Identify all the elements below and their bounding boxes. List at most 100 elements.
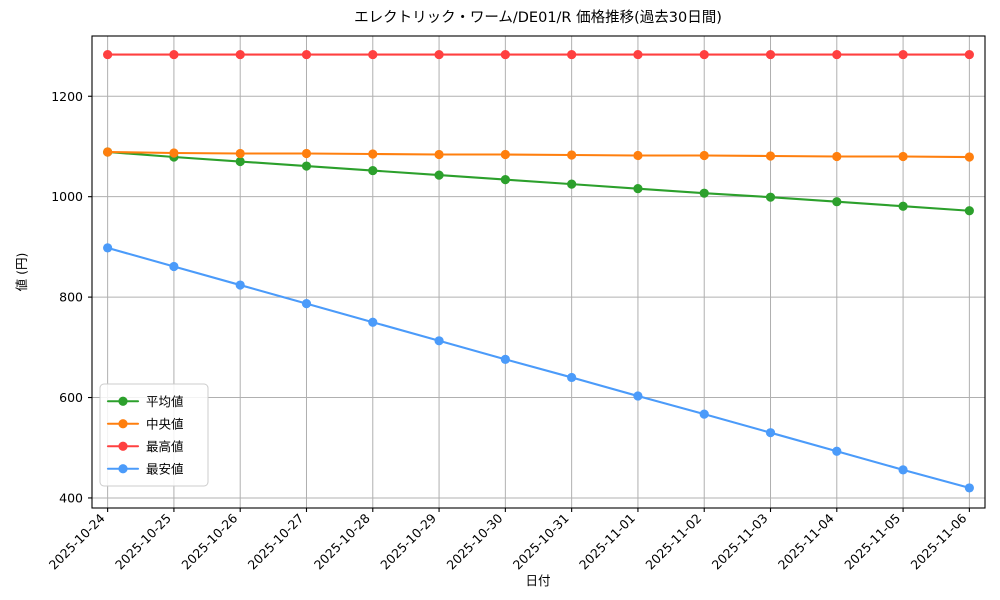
data-point-marker xyxy=(633,150,643,161)
data-point-marker xyxy=(832,49,842,60)
data-point-marker xyxy=(169,261,179,272)
data-point-marker xyxy=(832,446,842,456)
data-point-marker xyxy=(964,483,974,493)
grid-lines xyxy=(92,36,985,508)
data-point-marker xyxy=(368,317,378,327)
data-point-marker xyxy=(633,391,643,401)
series-2 xyxy=(103,147,974,162)
data-point-marker xyxy=(434,170,444,180)
data-point-marker xyxy=(567,179,577,189)
chart-title: エレクトリック・ワーム/DE01/R 価格推移(過去30日間) xyxy=(354,9,722,26)
data-point-marker xyxy=(633,49,643,60)
y-axis-tick-labels: 400 600 800 1000 1200 xyxy=(51,89,83,506)
legend-box xyxy=(99,383,209,487)
series-line xyxy=(106,150,971,159)
data-point-marker xyxy=(368,165,378,176)
data-point-marker xyxy=(434,336,444,346)
data-point-marker xyxy=(898,151,908,162)
data-point-marker xyxy=(633,184,643,194)
data-point-marker xyxy=(434,49,444,60)
data-point-marker xyxy=(964,152,974,162)
data-point-marker xyxy=(235,148,245,159)
data-point-marker xyxy=(567,150,577,160)
data-point-marker xyxy=(699,409,709,419)
legend-swatch-marker xyxy=(118,419,128,429)
y-tick-label: 400 xyxy=(59,490,83,505)
data-point-marker xyxy=(898,465,908,475)
x-tick-label: 2025-10-26 xyxy=(178,510,240,572)
x-tick-label: 2025-11-05 xyxy=(841,511,903,573)
data-point-marker xyxy=(301,148,312,159)
data-point-marker xyxy=(699,150,709,161)
legend-swatch-marker xyxy=(118,396,128,406)
data-point-marker xyxy=(434,149,444,160)
data-point-marker xyxy=(699,49,709,60)
y-tick-label: 1200 xyxy=(51,89,83,104)
data-point-marker xyxy=(567,372,577,383)
x-tick-label: 2025-11-04 xyxy=(775,510,837,572)
data-point-marker xyxy=(898,49,908,60)
y-axis-label: 値 (円) xyxy=(14,253,29,292)
axis-tick-marks xyxy=(88,95,970,512)
x-tick-label: 2025-11-01 xyxy=(576,511,638,573)
data-point-marker xyxy=(898,201,908,211)
data-point-marker xyxy=(699,188,709,198)
data-point-marker xyxy=(235,49,245,60)
legend-entry-label[interactable]: 最高値 xyxy=(146,439,184,454)
data-point-marker xyxy=(368,149,378,159)
legend-entry-label[interactable]: 最安値 xyxy=(146,461,184,476)
x-tick-label: 2025-11-06 xyxy=(908,510,970,572)
data-point-marker xyxy=(103,147,113,157)
series-1 xyxy=(103,147,974,216)
legend-entry-label[interactable]: 平均値 xyxy=(146,394,184,409)
data-point-marker xyxy=(103,243,113,253)
x-tick-label: 2025-10-31 xyxy=(510,511,572,573)
legend-entry-label[interactable]: 中央値 xyxy=(146,416,184,431)
data-point-marker xyxy=(964,49,974,60)
y-tick-label: 1000 xyxy=(51,189,83,204)
data-point-marker xyxy=(301,161,312,171)
data-point-marker xyxy=(832,151,842,162)
data-point-marker xyxy=(169,49,179,60)
x-tick-label: 2025-10-29 xyxy=(377,510,439,572)
data-point-marker xyxy=(765,151,776,161)
data-point-marker xyxy=(567,49,577,60)
series-line xyxy=(106,150,971,212)
legend-swatch-marker xyxy=(118,441,128,451)
data-point-marker xyxy=(235,280,245,290)
data-point-marker xyxy=(765,192,776,202)
x-tick-label: 2025-10-25 xyxy=(112,511,174,573)
data-point-marker xyxy=(500,149,510,160)
data-series-layer xyxy=(103,49,974,493)
plot-area-frame xyxy=(91,35,986,509)
data-point-marker xyxy=(103,49,113,60)
x-axis-label: 日付 xyxy=(525,573,550,588)
data-point-marker xyxy=(368,49,378,60)
data-point-marker xyxy=(500,354,510,364)
data-point-marker xyxy=(832,197,842,207)
series-4 xyxy=(103,243,974,493)
x-tick-label: 2025-10-28 xyxy=(311,510,373,572)
x-tick-label: 2025-11-02 xyxy=(642,511,704,573)
data-point-marker xyxy=(169,148,179,158)
series-line xyxy=(106,246,971,489)
y-tick-label: 800 xyxy=(59,290,83,305)
x-axis-tick-labels: 2025-10-24 2025-10-25 2025-10-26 2025-10-27… xyxy=(46,510,970,572)
x-tick-label: 2025-10-24 xyxy=(46,510,108,572)
data-point-marker xyxy=(964,206,974,216)
data-point-marker xyxy=(235,156,245,167)
x-tick-label: 2025-10-27 xyxy=(245,511,307,573)
legend-swatch-marker xyxy=(118,464,128,474)
data-point-marker xyxy=(765,428,776,438)
data-point-marker xyxy=(301,299,312,309)
data-point-marker xyxy=(301,49,312,60)
x-tick-label: 2025-10-30 xyxy=(443,510,505,572)
x-tick-label: 2025-11-03 xyxy=(709,511,771,573)
data-point-marker xyxy=(765,49,776,60)
series-3 xyxy=(103,49,974,60)
y-tick-label: 600 xyxy=(59,390,83,405)
data-point-marker xyxy=(500,49,510,60)
